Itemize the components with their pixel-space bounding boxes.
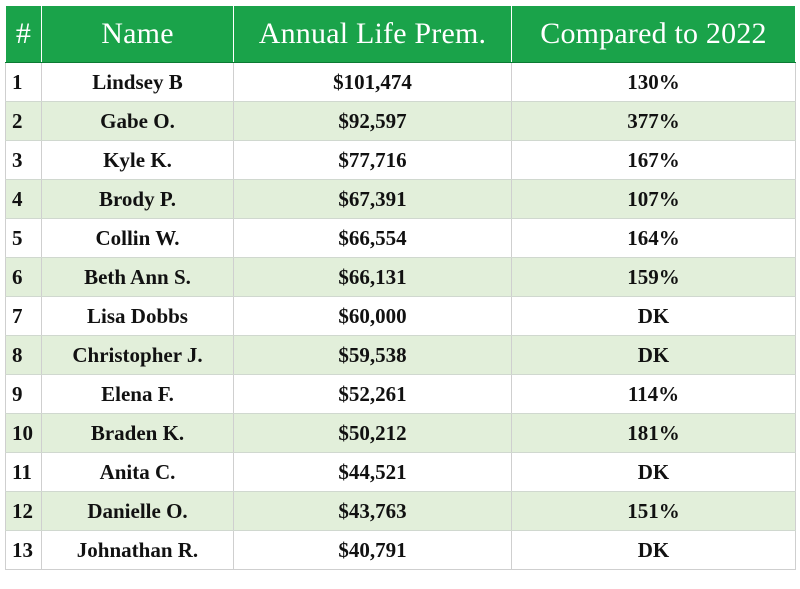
rank-cell: 7 [5, 296, 42, 336]
rank-cell: 12 [5, 491, 42, 531]
compared-cell: DK [511, 335, 796, 375]
rank-cell: 13 [5, 530, 42, 570]
rank-cell: 1 [5, 62, 42, 102]
table-row: 9 Elena F. $52,261 114% [5, 374, 796, 414]
compared-cell: 114% [511, 374, 796, 414]
rank-cell: 10 [5, 413, 42, 453]
name-cell: Beth Ann S. [41, 257, 234, 297]
rank-cell: 8 [5, 335, 42, 375]
table-row: 6 Beth Ann S. $66,131 159% [5, 257, 796, 297]
premium-cell: $66,554 [233, 218, 512, 258]
compared-cell: DK [511, 530, 796, 570]
name-cell: Elena F. [41, 374, 234, 414]
table-row: 13 Johnathan R. $40,791 DK [5, 530, 796, 570]
compared-cell: 107% [511, 179, 796, 219]
premium-cell: $44,521 [233, 452, 512, 492]
table-row: 10 Braden K. $50,212 181% [5, 413, 796, 453]
premium-cell: $67,391 [233, 179, 512, 219]
premium-cell: $40,791 [233, 530, 512, 570]
table-row: 8 Christopher J. $59,538 DK [5, 335, 796, 375]
premium-cell: $52,261 [233, 374, 512, 414]
table-row: 4 Brody P. $67,391 107% [5, 179, 796, 219]
rank-cell: 9 [5, 374, 42, 414]
header-name: Name [41, 5, 234, 63]
table-header: # Name Annual Life Prem. Compared to 202… [5, 5, 796, 63]
rank-cell: 3 [5, 140, 42, 180]
table-body: 1 Lindsey B $101,474 130% 2 Gabe O. $92,… [5, 62, 796, 570]
compared-cell: DK [511, 296, 796, 336]
compared-cell: 164% [511, 218, 796, 258]
header-row: # Name Annual Life Prem. Compared to 202… [5, 5, 796, 63]
rank-cell: 11 [5, 452, 42, 492]
compared-cell: 377% [511, 101, 796, 141]
premium-cell: $60,000 [233, 296, 512, 336]
compared-cell: 167% [511, 140, 796, 180]
premium-cell: $43,763 [233, 491, 512, 531]
premium-cell: $50,212 [233, 413, 512, 453]
premium-cell: $92,597 [233, 101, 512, 141]
name-cell: Braden K. [41, 413, 234, 453]
premium-cell: $66,131 [233, 257, 512, 297]
premium-cell: $101,474 [233, 62, 512, 102]
compared-cell: 130% [511, 62, 796, 102]
name-cell: Gabe O. [41, 101, 234, 141]
table-row: 11 Anita C. $44,521 DK [5, 452, 796, 492]
name-cell: Lindsey B [41, 62, 234, 102]
table-row: 7 Lisa Dobbs $60,000 DK [5, 296, 796, 336]
name-cell: Lisa Dobbs [41, 296, 234, 336]
table-row: 5 Collin W. $66,554 164% [5, 218, 796, 258]
compared-cell: 159% [511, 257, 796, 297]
name-cell: Kyle K. [41, 140, 234, 180]
rank-cell: 6 [5, 257, 42, 297]
leaderboard-container: # Name Annual Life Prem. Compared to 202… [5, 5, 796, 585]
header-compared-2022: Compared to 2022 [511, 5, 796, 63]
table-row: 2 Gabe O. $92,597 377% [5, 101, 796, 141]
name-cell: Johnathan R. [41, 530, 234, 570]
table-row: 12 Danielle O. $43,763 151% [5, 491, 796, 531]
header-annual-premium: Annual Life Prem. [233, 5, 512, 63]
compared-cell: DK [511, 452, 796, 492]
name-cell: Collin W. [41, 218, 234, 258]
table-row: 1 Lindsey B $101,474 130% [5, 62, 796, 102]
rank-cell: 5 [5, 218, 42, 258]
rank-cell: 4 [5, 179, 42, 219]
premium-cell: $59,538 [233, 335, 512, 375]
header-rank: # [5, 5, 42, 63]
name-cell: Christopher J. [41, 335, 234, 375]
name-cell: Anita C. [41, 452, 234, 492]
premium-cell: $77,716 [233, 140, 512, 180]
premium-leaderboard-table: # Name Annual Life Prem. Compared to 202… [5, 5, 796, 570]
compared-cell: 181% [511, 413, 796, 453]
compared-cell: 151% [511, 491, 796, 531]
rank-cell: 2 [5, 101, 42, 141]
name-cell: Brody P. [41, 179, 234, 219]
table-row: 3 Kyle K. $77,716 167% [5, 140, 796, 180]
name-cell: Danielle O. [41, 491, 234, 531]
